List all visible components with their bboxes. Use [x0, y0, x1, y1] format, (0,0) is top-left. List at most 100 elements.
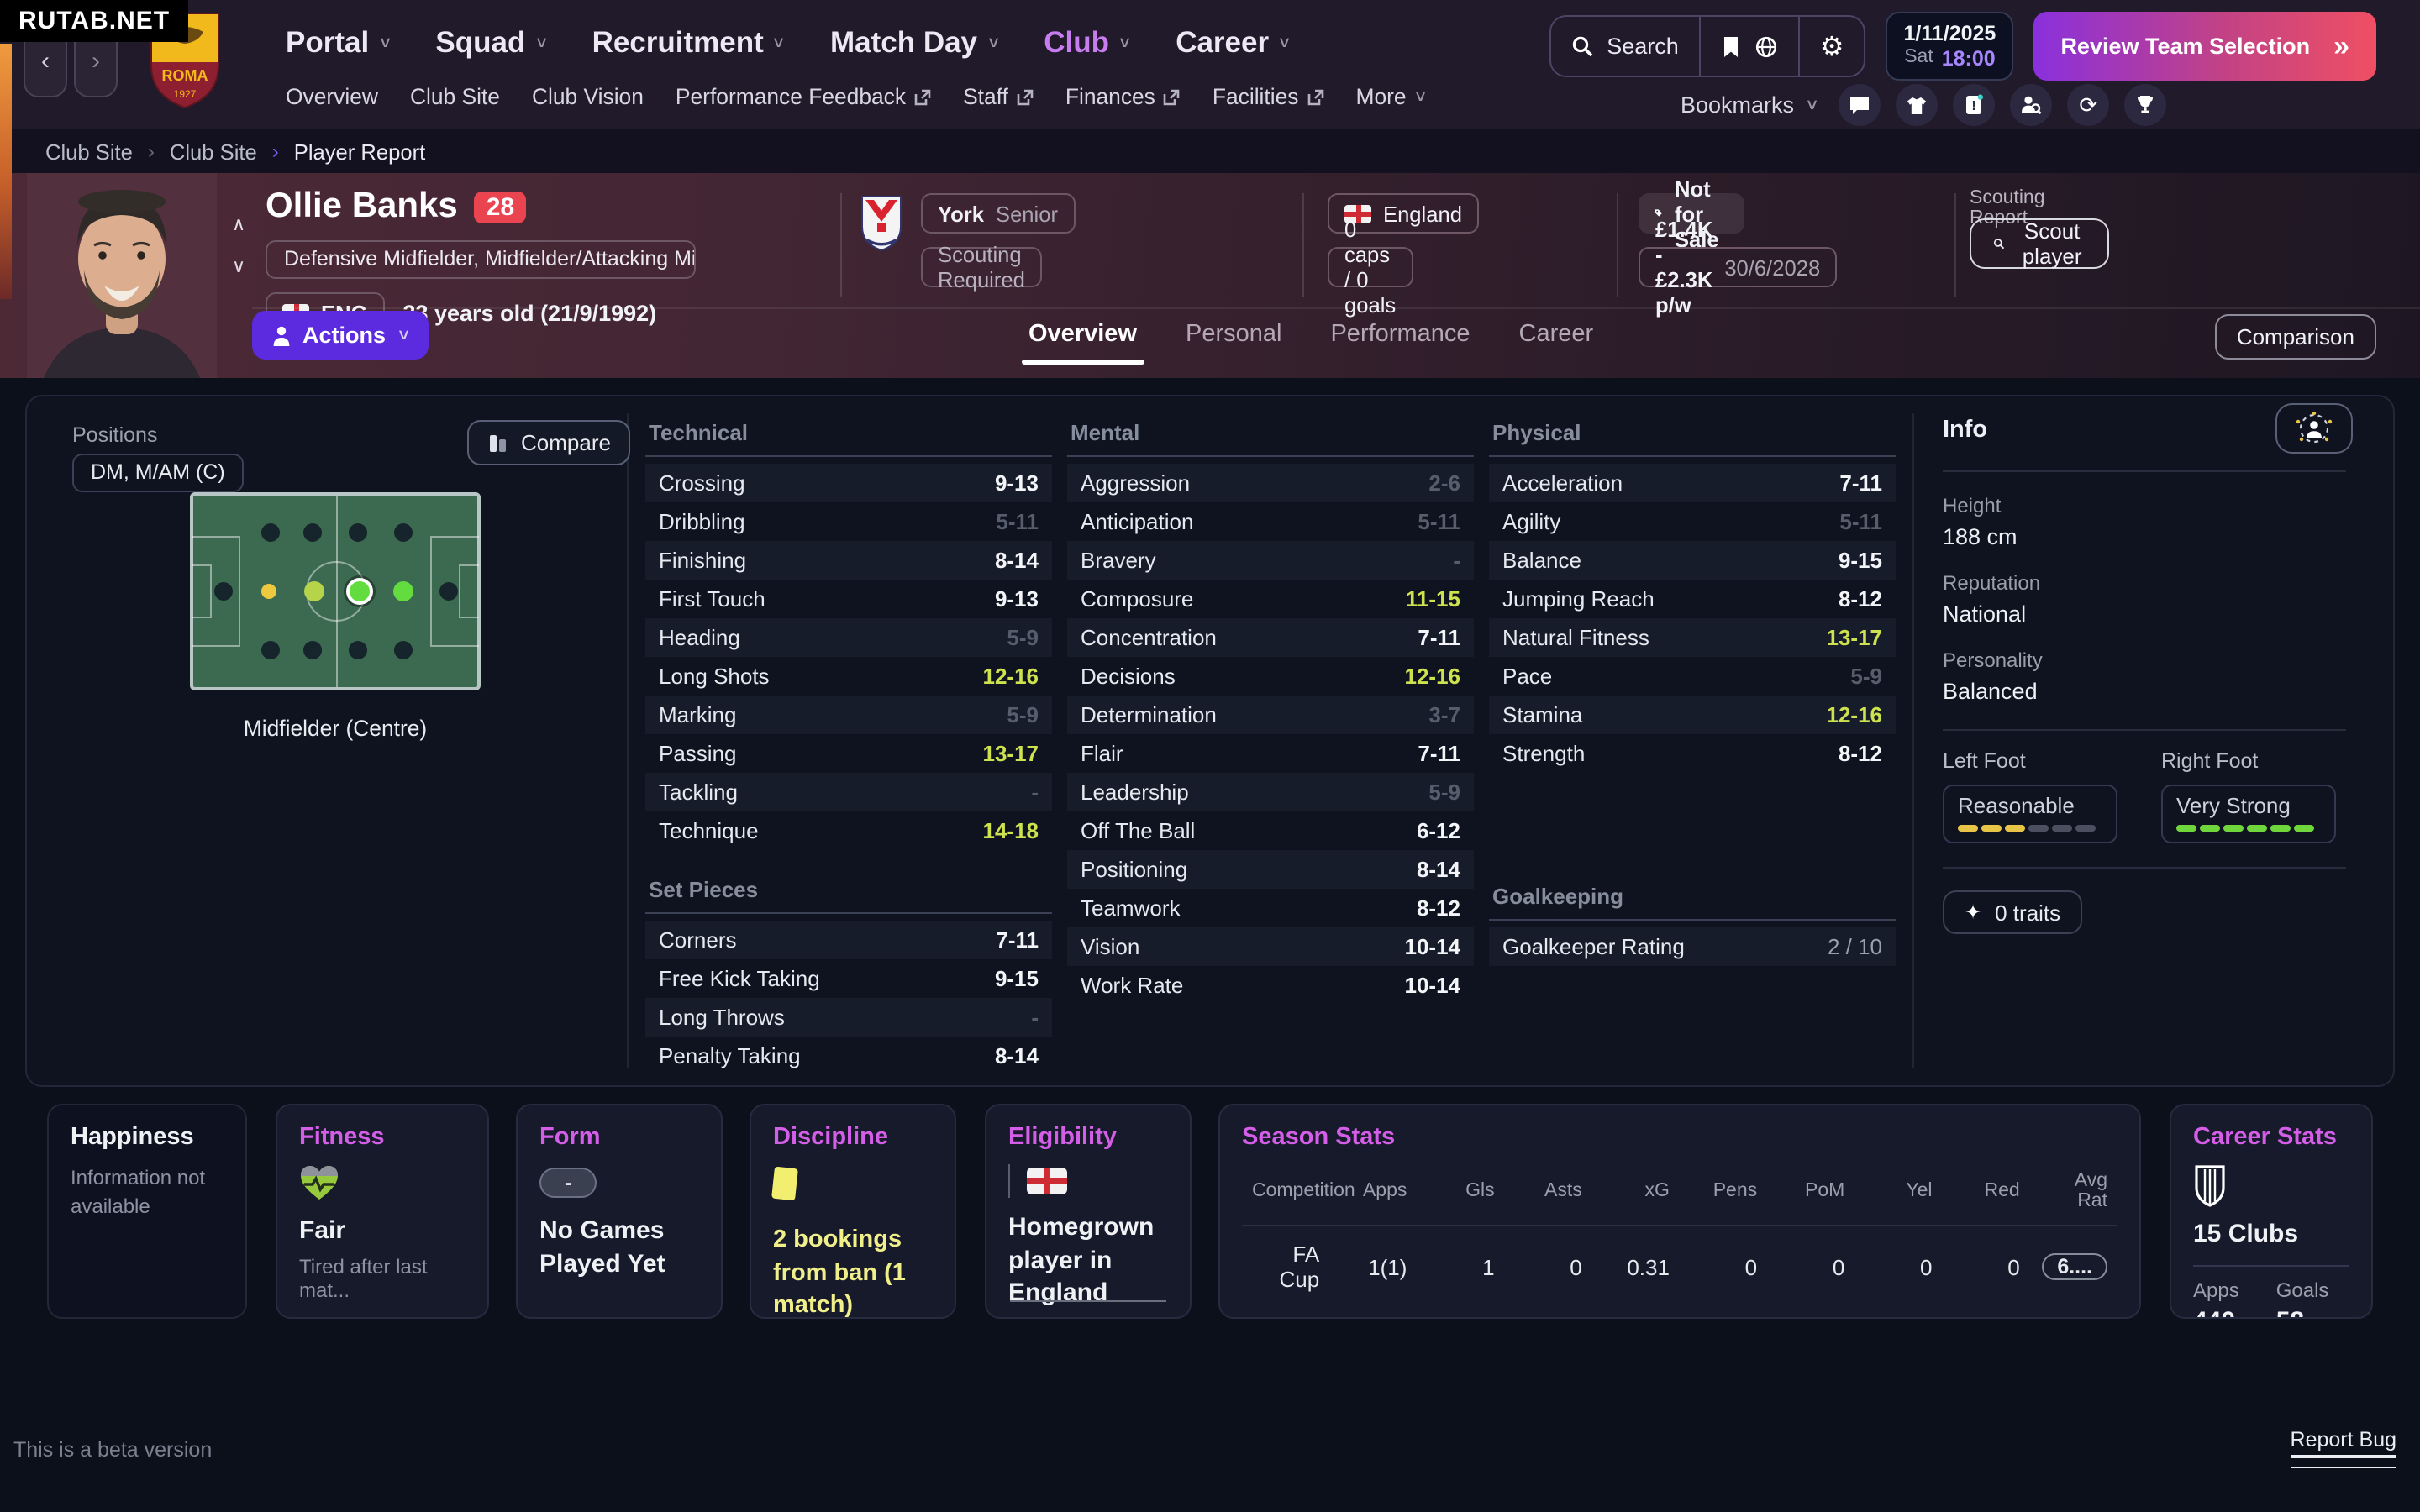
- top-navigation-bar: ‹ › ROMA 1927 Portal ∨ Squad: [0, 0, 2420, 129]
- squad-number-badge: 28: [474, 191, 527, 223]
- attribute-row: Passing 13-17: [659, 741, 1039, 766]
- attribute-row: Finishing 8-14: [645, 541, 1052, 580]
- double-arrow-icon: »: [2333, 29, 2349, 61]
- divider: [1698, 17, 1701, 76]
- actions-button[interactable]: Actions ∨: [252, 311, 429, 360]
- search-button[interactable]: Search: [1551, 17, 1699, 76]
- season-stats-cell: 1(1): [1368, 1254, 1407, 1279]
- subnav-item[interactable]: Club Site: [409, 84, 500, 109]
- player-tab[interactable]: Performance: [1330, 321, 1470, 348]
- player-age: 33 years old (21/9/1992): [402, 300, 657, 325]
- game-date[interactable]: 1/11/2025 Sat 18:00: [1886, 12, 2014, 81]
- nav-item[interactable]: Recruitment ∨: [592, 24, 786, 58]
- settings-section[interactable]: ⚙: [1800, 17, 1865, 76]
- foot-rating-segment: [2270, 825, 2291, 832]
- season-stats-cell: 0: [1832, 1254, 1845, 1279]
- attribute-row: Acceleration 7-11: [1489, 464, 1896, 502]
- messages-icon[interactable]: [1839, 84, 1881, 126]
- england-flag-icon: [1027, 1168, 1067, 1194]
- position-dot: [394, 641, 413, 660]
- sync-icon[interactable]: ⟳: [2067, 84, 2110, 126]
- attribute-row: Crossing 9-13: [645, 464, 1052, 502]
- report-card-icon[interactable]: !: [1953, 84, 1996, 126]
- club-squad-chip[interactable]: York Senior: [921, 193, 1075, 234]
- attribute-row: Jumping Reach 8-12: [1502, 586, 1882, 612]
- subnav-item[interactable]: Performance Feedback: [676, 84, 931, 109]
- season-stats-header: Avg Rat: [2074, 1171, 2107, 1211]
- comparison-button[interactable]: Comparison: [2214, 314, 2376, 360]
- right-foot-block: Right Foot Very Strong: [2161, 749, 2349, 843]
- foot-rating-segment: [2223, 825, 2244, 832]
- foot-rating-segment: [2200, 825, 2220, 832]
- divider: [1954, 193, 1956, 297]
- attribute-row: Teamwork 8-12: [1081, 895, 1460, 921]
- reputation-value: National: [1943, 601, 2027, 627]
- review-team-selection-button[interactable]: Review Team Selection »: [2033, 12, 2376, 81]
- nav-item[interactable]: Squad ∨: [435, 24, 549, 58]
- pitch-six-yard-box: [459, 564, 479, 618]
- player-tab[interactable]: Overview: [1022, 321, 1143, 365]
- search-bar: Search ⚙: [1549, 15, 1866, 77]
- breadcrumb-item[interactable]: › Player Report: [271, 139, 426, 164]
- breadcrumb-item[interactable]: Club Site: [45, 139, 133, 164]
- subnav-item[interactable]: More ∨: [1355, 84, 1428, 109]
- person-icon: [273, 325, 290, 345]
- wage-contract-chip: £1.4K - £2.3K p/w 30/6/2028: [1639, 217, 1838, 318]
- attribute-row: Decisions 12-16: [1081, 664, 1460, 689]
- attribute-row: Off The Ball 6-12: [1081, 818, 1460, 843]
- divider: [1943, 867, 2346, 869]
- season-stats-row[interactable]: FA Cup 1(1) 1 0 0.31 0 0 0 0 6....: [1242, 1226, 2118, 1299]
- topbar-right-cluster: Search ⚙: [1549, 12, 2376, 81]
- compare-button[interactable]: Compare: [467, 420, 631, 465]
- position-summary[interactable]: Defensive Midfielder, Midfielder/Attacki…: [266, 240, 696, 279]
- breadcrumb-separator-icon: ›: [271, 139, 279, 163]
- attribute-row: Bravery -: [1067, 541, 1474, 580]
- happiness-body: Information not available: [71, 1166, 206, 1219]
- position-dot: [302, 522, 322, 542]
- bookmarks-dropdown[interactable]: Bookmarks ∨: [1681, 92, 1819, 118]
- subnav-item[interactable]: Club Vision: [531, 84, 644, 109]
- external-link-icon: [914, 88, 931, 105]
- positions-label: Positions: [72, 423, 158, 447]
- player-tab[interactable]: Career: [1518, 321, 1594, 348]
- player-search-icon[interactable]: [2010, 84, 2053, 126]
- nav-item[interactable]: Match Day ∨: [829, 24, 1001, 58]
- reputation-label: Reputation: [1943, 571, 2041, 595]
- nav-item[interactable]: Portal ∨: [286, 24, 392, 58]
- clubs-count: 15 Clubs: [2193, 1220, 2299, 1248]
- nation-chip[interactable]: England: [1328, 193, 1479, 234]
- player-tab[interactable]: Personal: [1186, 321, 1282, 348]
- kit-icon[interactable]: [1896, 84, 1939, 126]
- breadcrumb-item[interactable]: › Club Site: [147, 139, 257, 164]
- globe-icon[interactable]: [1754, 34, 1778, 58]
- svg-text:!: !: [1972, 99, 1976, 113]
- position-dot: [260, 522, 280, 542]
- attribute-row: Heading 5-9: [645, 618, 1052, 657]
- subnav-item[interactable]: Overview: [286, 84, 378, 109]
- report-bug-link[interactable]: Report Bug: [2290, 1428, 2396, 1468]
- scout-player-button[interactable]: Scout player: [1970, 218, 2110, 269]
- position-dot: [260, 584, 276, 599]
- attribute-row: Anticipation 5-11: [1081, 509, 1460, 534]
- season-stats-cell: 0.31: [1627, 1254, 1670, 1279]
- subnav-item[interactable]: Facilities: [1213, 84, 1324, 109]
- subnav-item[interactable]: Finances: [1065, 84, 1181, 109]
- nav-item[interactable]: Club ∨: [1044, 24, 1133, 58]
- attribute-row: Penalty Taking 8-14: [659, 1043, 1039, 1068]
- season-stats-cell: 0: [1744, 1254, 1758, 1279]
- position-dot: [303, 581, 324, 601]
- traits-button[interactable]: ✦ 0 traits: [1943, 890, 2083, 934]
- subnav-item[interactable]: Staff: [963, 84, 1034, 109]
- attribute-radar-toggle[interactable]: [2275, 403, 2353, 454]
- previous-player-icon[interactable]: ∧: [232, 215, 246, 235]
- fitness-card: Fitness Fair Tired after last mat...: [276, 1104, 489, 1319]
- bookmark-icon[interactable]: [1721, 34, 1741, 58]
- foot-rating-segment: [2075, 825, 2096, 832]
- attribute-row: Free Kick Taking 9-15: [659, 966, 1039, 991]
- attribute-row: Tackling -: [645, 773, 1052, 811]
- next-player-icon[interactable]: ∨: [232, 257, 246, 277]
- section-heading: Physical: [1489, 410, 1896, 457]
- nav-item[interactable]: Career ∨: [1176, 24, 1292, 58]
- foot-rating-segment: [2247, 825, 2267, 832]
- trophy-icon[interactable]: [2124, 84, 2167, 126]
